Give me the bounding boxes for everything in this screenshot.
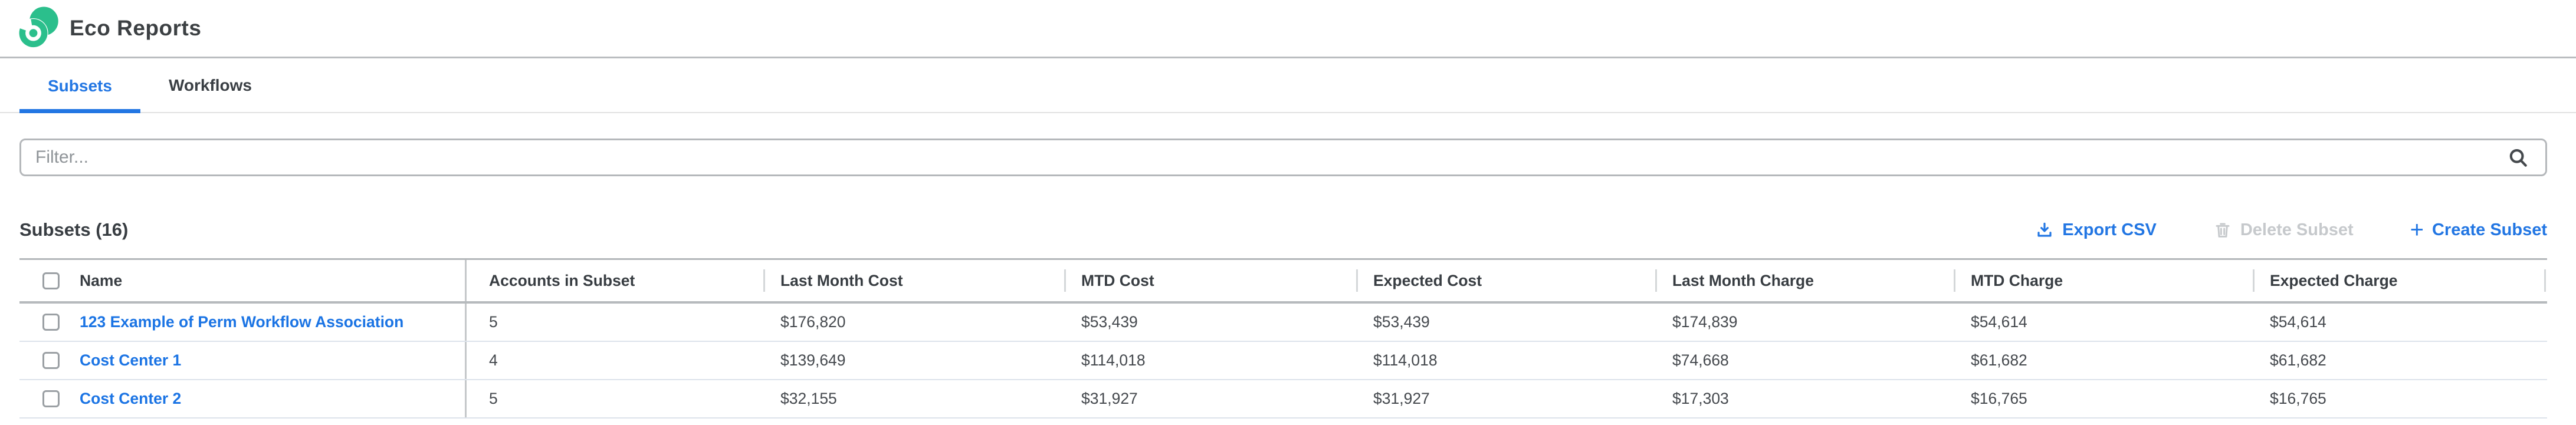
subset-name-link[interactable]: Cost Center 2	[80, 390, 182, 407]
export-csv-button[interactable]: Export CSV	[2035, 220, 2157, 240]
cell-mtd-cost: $114,018	[1081, 351, 1146, 369]
cell-expected-cost: $114,018	[1373, 351, 1438, 369]
select-all-checkbox[interactable]	[42, 272, 60, 289]
plus-icon: +	[2410, 217, 2424, 243]
table-row: Cost Center 2 5 $32,155 $31,927 $31,927 …	[19, 380, 2547, 419]
cell-last-month-cost: $176,820	[780, 313, 846, 331]
toolbar-actions: Export CSV Delete Subset + Create Subset	[2035, 217, 2547, 243]
tab-workflows[interactable]: Workflows	[168, 75, 252, 94]
cell-last-month-charge: $17,303	[1672, 390, 1729, 407]
filter-bar	[19, 139, 2547, 176]
column-header-last-month-charge: Last Month Charge	[1656, 260, 1954, 301]
cell-name: Cost Center 2	[19, 380, 465, 417]
cell-expected-cost: $31,927	[1373, 390, 1430, 407]
column-header-accounts: Accounts in Subset	[465, 260, 764, 301]
column-header-last-month-cost: Last Month Cost	[764, 260, 1065, 301]
filter-input[interactable]	[19, 139, 2547, 176]
cell-mtd-cost: $53,439	[1081, 313, 1138, 331]
cell-last-month-cost: $32,155	[780, 390, 837, 407]
app-header: Eco Reports	[0, 0, 2576, 58]
cell-name: 123 Example of Perm Workflow Association	[19, 304, 465, 341]
cell-last-month-charge: $174,839	[1672, 313, 1738, 331]
row-checkbox[interactable]	[42, 390, 60, 407]
table-header-row: Name Accounts in Subset Last Month Cost …	[19, 258, 2547, 304]
delete-subset-label: Delete Subset	[2240, 220, 2354, 239]
cell-expected-charge: $54,614	[2270, 313, 2326, 331]
subset-name-link[interactable]: 123 Example of Perm Workflow Association	[80, 313, 404, 331]
column-header-expected-cost: Expected Cost	[1357, 260, 1656, 301]
column-header-expected-charge: Expected Charge	[2253, 260, 2546, 301]
list-toolbar: Subsets (16) Export CSV Delete Subset + …	[19, 217, 2547, 243]
export-csv-label: Export CSV	[2062, 220, 2157, 239]
cell-mtd-cost: $31,927	[1081, 390, 1138, 407]
cell-last-month-charge: $74,668	[1672, 351, 1729, 369]
cell-mtd-charge: $54,614	[1971, 313, 2027, 331]
subsets-count-heading: Subsets (16)	[19, 219, 129, 240]
column-header-mtd-charge: MTD Charge	[1954, 260, 2253, 301]
cell-expected-cost: $53,439	[1373, 313, 1430, 331]
tab-subsets[interactable]: Subsets	[19, 58, 140, 113]
cell-expected-charge: $61,682	[2270, 351, 2326, 369]
cell-expected-charge: $16,765	[2270, 390, 2326, 407]
download-icon	[2037, 222, 2052, 237]
row-checkbox[interactable]	[42, 314, 60, 331]
create-subset-label: Create Subset	[2431, 220, 2547, 239]
subsets-table: Name Accounts in Subset Last Month Cost …	[19, 258, 2547, 419]
row-checkbox[interactable]	[42, 352, 60, 369]
column-header-name-label: Name	[80, 271, 123, 289]
table-row: Cost Center 1 4 $139,649 $114,018 $114,0…	[19, 342, 2547, 380]
create-subset-button[interactable]: + Create Subset	[2410, 217, 2547, 243]
cell-mtd-charge: $16,765	[1971, 390, 2027, 407]
cell-accounts: 5	[465, 380, 764, 417]
cell-accounts: 5	[465, 304, 764, 341]
cell-accounts: 4	[465, 342, 764, 379]
tab-bar: Subsets Workflows	[0, 58, 2576, 113]
delete-subset-button[interactable]: Delete Subset	[2213, 220, 2354, 240]
search-icon	[2509, 149, 2527, 167]
cell-name: Cost Center 1	[19, 342, 465, 379]
page-title: Eco Reports	[70, 16, 202, 40]
eco-logo-icon	[18, 6, 58, 48]
table-row: 123 Example of Perm Workflow Association…	[19, 304, 2547, 342]
trash-icon	[2216, 223, 2230, 238]
cell-mtd-charge: $61,682	[1971, 351, 2027, 369]
column-header-mtd-cost: MTD Cost	[1065, 260, 1357, 301]
cell-last-month-cost: $139,649	[780, 351, 846, 369]
subset-name-link[interactable]: Cost Center 1	[80, 351, 182, 369]
column-header-name: Name	[19, 260, 465, 301]
